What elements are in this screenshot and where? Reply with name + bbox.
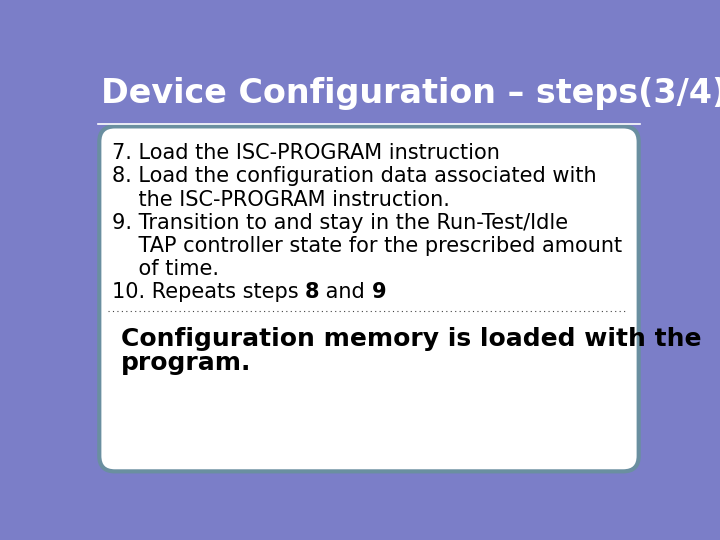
Text: 8: 8 [305,282,320,302]
Text: and: and [320,282,372,302]
Text: of time.: of time. [112,259,219,279]
Text: Configuration memory is loaded with the: Configuration memory is loaded with the [121,327,701,350]
Text: Device Configuration – steps(3/4): Device Configuration – steps(3/4) [101,77,720,110]
Text: 9: 9 [372,282,387,302]
Text: 7. Load the ISC-PROGRAM instruction: 7. Load the ISC-PROGRAM instruction [112,143,500,163]
Text: 10. Repeats steps: 10. Repeats steps [112,282,305,302]
Text: 9. Transition to and stay in the Run-Test/Idle: 9. Transition to and stay in the Run-Tes… [112,213,568,233]
Text: the ISC-PROGRAM instruction.: the ISC-PROGRAM instruction. [112,190,449,210]
Text: program.: program. [121,351,251,375]
FancyBboxPatch shape [99,126,639,471]
Text: TAP controller state for the prescribed amount: TAP controller state for the prescribed … [112,236,622,256]
FancyBboxPatch shape [90,65,648,123]
Text: 8. Load the configuration data associated with: 8. Load the configuration data associate… [112,166,596,186]
